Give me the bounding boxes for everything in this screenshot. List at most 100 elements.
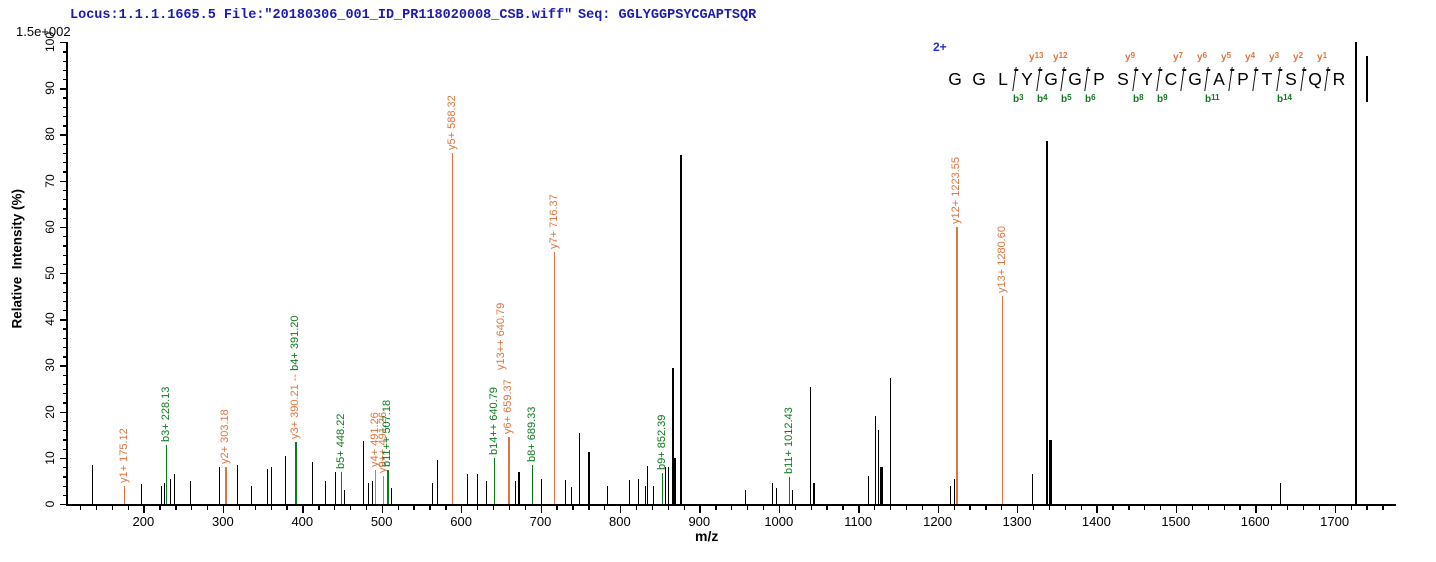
y-ion-marker: y12 xyxy=(1053,51,1068,63)
spectrum-peak xyxy=(311,462,313,504)
x-minor-tick xyxy=(524,506,526,510)
x-major-tick xyxy=(461,506,463,513)
x-minor-tick xyxy=(1144,506,1146,510)
y-tick-label: 100 xyxy=(43,31,57,53)
spectrum-peak xyxy=(809,387,811,504)
y-axis-title: Relative Intensity (%) xyxy=(9,188,25,329)
y-minor-tick xyxy=(63,282,66,284)
spectrum-peak xyxy=(570,487,572,504)
y-major-tick xyxy=(60,319,66,321)
spectrum-peak xyxy=(745,490,747,504)
spectrum-peak xyxy=(466,474,468,504)
x-major-tick xyxy=(1175,506,1178,513)
x-minor-tick xyxy=(1159,506,1162,510)
x-minor-tick xyxy=(715,506,717,510)
residue-11: G xyxy=(1188,68,1202,89)
x-tick-label: 300 xyxy=(212,514,234,529)
y-minor-tick xyxy=(63,310,66,312)
x-minor-tick xyxy=(508,506,511,510)
x-minor-tick xyxy=(985,506,987,510)
peak-annotation-label: b8+ 689.33 xyxy=(526,406,538,463)
x-tick-label: 700 xyxy=(529,514,552,529)
header-locus-file: Locus:1.1.1.1665.5 File:"20180306_001_ID… xyxy=(70,8,573,23)
x-minor-tick xyxy=(95,506,98,510)
y-minor-tick xyxy=(63,448,66,450)
x-minor-tick xyxy=(111,506,114,510)
x-minor-tick xyxy=(397,506,399,510)
x-axis xyxy=(66,504,1396,506)
spectrum-peak xyxy=(588,451,591,504)
y-ion-marker: y1 xyxy=(1317,51,1328,63)
peak-annotation-label: b9+ 852.39 xyxy=(655,414,668,470)
residue-13: P xyxy=(1237,68,1249,89)
x-minor-tick xyxy=(572,506,574,510)
y-minor-tick xyxy=(63,254,66,256)
x-minor-tick xyxy=(683,506,685,510)
y-major-tick xyxy=(60,226,66,229)
x-minor-tick xyxy=(794,506,796,510)
x-minor-tick xyxy=(905,506,908,510)
y-major-tick xyxy=(60,134,66,136)
y-minor-tick xyxy=(63,208,66,210)
y-minor-tick xyxy=(63,199,66,201)
x-minor-tick xyxy=(254,506,256,510)
annotated-peak xyxy=(493,457,495,504)
spectrum-peak xyxy=(190,480,192,504)
fragment-cut-6: b6 xyxy=(1084,64,1096,105)
sequence-end-bar xyxy=(1366,56,1368,102)
y-minor-tick xyxy=(63,494,66,497)
spectrum-peak xyxy=(579,432,581,504)
b-ion-marker: b14 xyxy=(1277,93,1293,105)
y-ion-marker: y7 xyxy=(1173,51,1184,63)
fragment-cut-11: y6 b11 xyxy=(1197,51,1220,105)
spectrum-peak xyxy=(141,484,143,504)
y-tick-label: 90 xyxy=(43,81,57,95)
x-minor-tick xyxy=(477,506,479,510)
y-minor-tick xyxy=(63,162,66,164)
fragment-cut-3: b3 xyxy=(1012,64,1024,105)
x-minor-tick xyxy=(159,506,161,510)
peak-annotation-label: y13+ 1280.60 xyxy=(995,226,1008,294)
x-minor-tick xyxy=(127,506,129,510)
y-tick-label: 20 xyxy=(43,404,57,419)
x-minor-tick xyxy=(445,506,447,510)
y-tick-label: 0 xyxy=(43,500,57,508)
x-tick-label: 1700 xyxy=(1320,514,1350,529)
y-minor-tick xyxy=(63,402,66,404)
peak-annotation-label: y7+ 716.37 xyxy=(547,194,560,250)
x-minor-tick xyxy=(1223,506,1225,510)
spectrum-peak xyxy=(160,485,162,504)
y-tick-label: 70 xyxy=(43,173,57,188)
y-minor-tick xyxy=(63,51,66,53)
x-minor-tick xyxy=(79,506,82,510)
x-major-tick xyxy=(1334,506,1336,513)
y-minor-tick xyxy=(63,189,66,192)
peak-annotation-label: y13++ 640.79 xyxy=(494,302,507,370)
peak-annotation-part: b4+ 391.20 xyxy=(289,315,302,374)
y-minor-tick xyxy=(63,171,66,173)
peak-annotation-label: b5+ 448.22 xyxy=(334,413,347,469)
fragment-cut-13: y4 xyxy=(1245,51,1261,94)
x-minor-tick xyxy=(826,506,828,510)
residue-1: G xyxy=(948,68,962,89)
y-ion-marker: y13 xyxy=(1029,51,1044,63)
y-minor-tick xyxy=(63,106,66,109)
y-minor-tick xyxy=(63,467,66,469)
peak-annotation-label: y3+ 390.21 -- b4+ 391.20 xyxy=(289,315,301,439)
spectrum-peak xyxy=(91,464,93,504)
fragment-cut-10: y7 xyxy=(1173,51,1189,94)
header-sequence: Seq: GGLYGGPSYCGAPTSQR xyxy=(578,8,757,23)
spectrum-peak xyxy=(250,485,252,504)
x-major-tick xyxy=(1096,506,1098,513)
residue-10: C xyxy=(1164,68,1178,89)
annotated-peak xyxy=(123,486,126,504)
x-minor-tick xyxy=(1112,506,1114,510)
x-minor-tick xyxy=(874,506,876,510)
fragment-cut-8: y9 b8 xyxy=(1125,51,1144,105)
y-major-tick xyxy=(60,504,66,506)
y-minor-tick xyxy=(63,152,66,155)
x-tick-label: 1200 xyxy=(923,514,953,529)
y-minor-tick xyxy=(63,300,66,303)
